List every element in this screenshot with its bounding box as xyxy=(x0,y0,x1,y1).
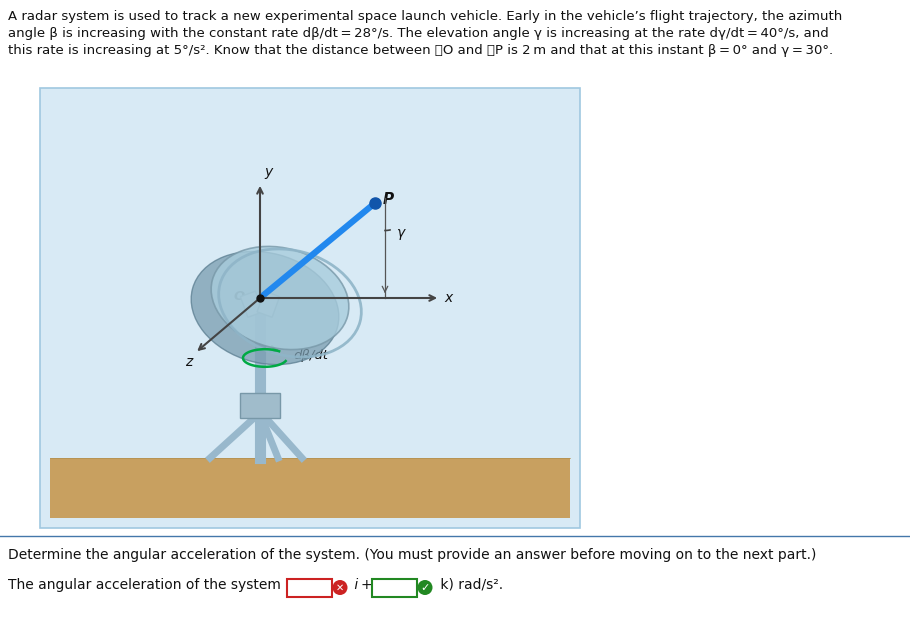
Text: x: x xyxy=(444,291,452,305)
Text: O: O xyxy=(234,290,245,304)
Bar xyxy=(240,393,280,418)
Text: dβ/dt: dβ/dt xyxy=(293,350,328,363)
Text: A radar system is used to track a new experimental space launch vehicle. Early i: A radar system is used to track a new ex… xyxy=(8,10,843,23)
Bar xyxy=(240,291,263,317)
Text: angle β is increasing with the constant rate dβ/dt = 28°/s. The elevation angle : angle β is increasing with the constant … xyxy=(8,27,829,40)
Text: ✕: ✕ xyxy=(336,582,344,593)
Circle shape xyxy=(332,580,348,595)
Bar xyxy=(40,88,580,528)
Ellipse shape xyxy=(191,251,339,364)
Text: Determine the angular acceleration of the system. (You must provide an answer be: Determine the angular acceleration of th… xyxy=(8,548,816,562)
FancyBboxPatch shape xyxy=(287,578,331,596)
Text: The angular acceleration of the system is (: The angular acceleration of the system i… xyxy=(8,578,310,592)
Circle shape xyxy=(418,580,432,595)
FancyBboxPatch shape xyxy=(371,578,417,596)
Text: this rate is increasing at 5°/s². Know that the distance between 끴O and 끴P is 2 : this rate is increasing at 5°/s². Know t… xyxy=(8,44,834,57)
Text: k) rad/s².: k) rad/s². xyxy=(436,578,503,592)
Text: γ: γ xyxy=(397,226,405,240)
Bar xyxy=(50,458,570,518)
Text: .0873: .0873 xyxy=(375,581,413,594)
Text: ✓: ✓ xyxy=(420,582,430,593)
Text: y: y xyxy=(264,165,272,179)
Text: .8298: .8298 xyxy=(290,581,328,594)
Ellipse shape xyxy=(211,246,349,350)
Text: z: z xyxy=(185,355,192,369)
Text: i +: i + xyxy=(350,578,372,592)
Text: P: P xyxy=(383,192,394,207)
Bar xyxy=(258,291,279,317)
